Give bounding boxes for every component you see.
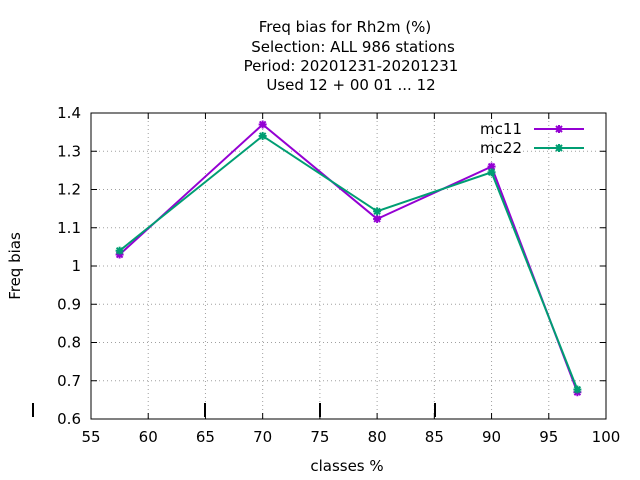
marker-d2 [373, 215, 381, 223]
y-tick-label: 0.8 [57, 334, 81, 352]
marker-d2 [487, 168, 496, 176]
title-line-4: Used 12 + 00 01 ... 12 [266, 76, 435, 94]
title-line-3: Period: 20201231-20201231 [244, 57, 459, 75]
x-axis-label: classes % [310, 457, 383, 475]
y-tick-label: 0.7 [57, 372, 81, 390]
x-tick-label: 65 [196, 428, 215, 446]
marker-d2 [258, 132, 267, 140]
data-point-mc22 [258, 131, 267, 140]
y-tick-label: 0.9 [57, 295, 81, 313]
series-line-mc11 [118, 123, 579, 393]
grid [91, 113, 606, 419]
y-tick-label: 1.1 [57, 219, 81, 237]
x-tick-label: 60 [139, 428, 158, 446]
data-point-mc22 [487, 168, 496, 177]
legend-label-mc11: mc11 [480, 120, 522, 138]
y-tick-label: 1.3 [57, 142, 81, 160]
ticks: 55 60 65 70 75 80 85 90 95 100 0.6 0.7 0.8 0.9 1 1.1 1.2… [57, 104, 620, 446]
title-line-1: Freq bias for Rh2m (%) [259, 18, 432, 36]
legend-label-mc22: mc22 [480, 139, 522, 157]
marker-d2 [573, 385, 582, 394]
x-tick-label: 90 [482, 428, 501, 446]
data-point-mc11 [258, 120, 267, 129]
marker-d2 [373, 207, 381, 216]
legend-marker-d2 [555, 125, 563, 133]
title-line-2: Selection: ALL 986 stations [251, 38, 455, 56]
data-point-mc22 [573, 385, 582, 394]
data-point-mc22 [115, 246, 124, 255]
x-tick-label: 100 [592, 428, 621, 446]
y-axis-label: Freq bias [6, 232, 24, 300]
x-tick-label: 55 [81, 428, 100, 446]
chart-title: Freq bias for Rh2m (%) Selection: ALL 98… [244, 18, 459, 94]
x-tick-label: 95 [539, 428, 558, 446]
series [115, 120, 582, 397]
marker-d2 [487, 162, 496, 171]
legend-marker-d2 [555, 144, 563, 152]
y-tick-label: 0.6 [57, 410, 81, 428]
marker-d2 [258, 120, 267, 129]
x-tick-label: 75 [310, 428, 329, 446]
marker-d2 [115, 246, 124, 255]
x-tick-label: 70 [253, 428, 272, 446]
x-tick-label: 85 [425, 428, 444, 446]
x-tick-label: 80 [368, 428, 387, 446]
y-tick-label: 1.4 [57, 104, 81, 122]
y-tick-label: 1.2 [57, 181, 81, 199]
series-line-mc22 [118, 134, 579, 390]
data-point-mc11 [373, 214, 382, 223]
y-tick-label: 1 [71, 257, 81, 275]
data-point-mc22 [373, 207, 382, 216]
